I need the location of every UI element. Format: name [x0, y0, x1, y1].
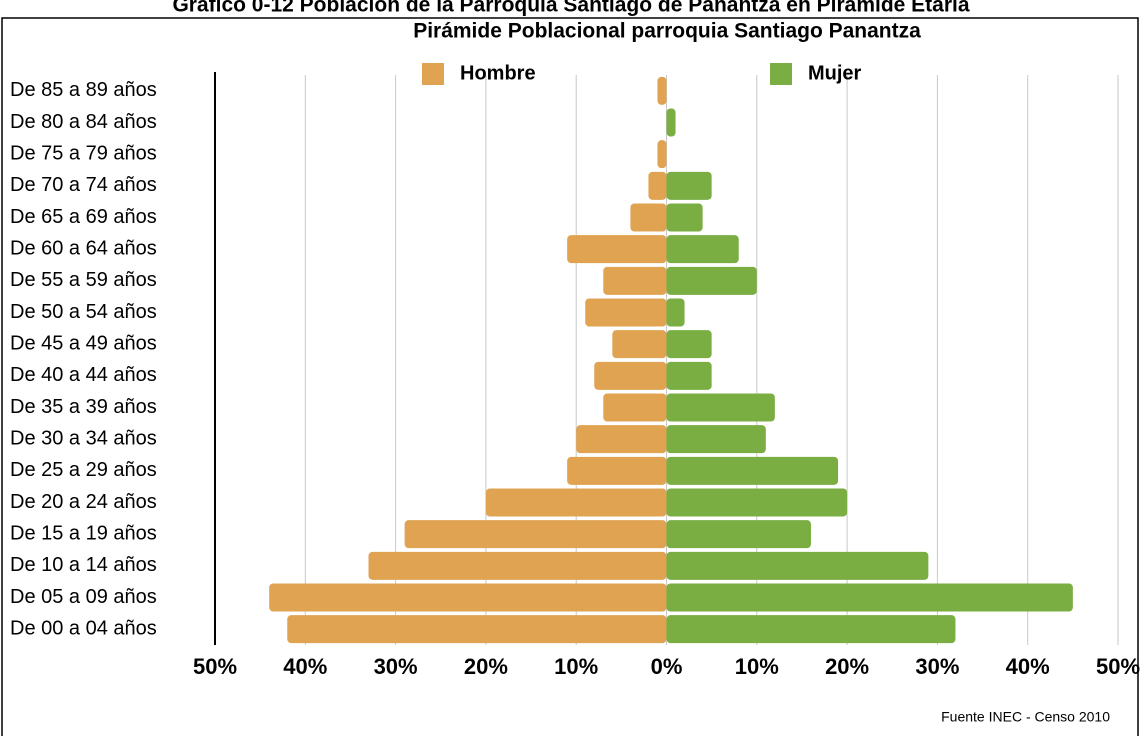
- bar: [603, 393, 667, 422]
- bar: [666, 266, 757, 295]
- y-tick-label: De 75 a 79 años: [10, 142, 157, 164]
- y-tick-label: De 55 a 59 años: [10, 269, 157, 291]
- x-tick-label: 20%: [825, 654, 869, 679]
- bar: [594, 361, 667, 390]
- y-tick-label: De 60 a 64 años: [10, 237, 157, 259]
- bar: [666, 425, 766, 454]
- x-tick-label: 30%: [915, 654, 959, 679]
- bar: [269, 583, 667, 612]
- bar: [368, 551, 667, 580]
- bar: [630, 203, 667, 232]
- bar: [657, 76, 667, 105]
- legend-label: Mujer: [808, 62, 862, 84]
- x-tick-label: 40%: [1006, 654, 1050, 679]
- y-tick-label: De 00 a 04 años: [10, 617, 157, 639]
- x-tick-label: 20%: [464, 654, 508, 679]
- bar: [666, 330, 712, 359]
- bar: [576, 425, 667, 454]
- bar: [612, 330, 667, 359]
- bar: [666, 488, 848, 517]
- bar: [666, 583, 1073, 612]
- bar: [666, 393, 775, 422]
- bar: [666, 298, 685, 327]
- bar: [666, 361, 712, 390]
- legend-swatch: [770, 63, 792, 85]
- y-tick-label: De 45 a 49 años: [10, 332, 157, 354]
- bar: [666, 520, 811, 549]
- legend-label: Hombre: [460, 62, 536, 84]
- heading: Gráfico 0-12 Población de la Parroquia S…: [172, 0, 969, 17]
- bar: [585, 298, 667, 327]
- bar: [485, 488, 667, 517]
- frame: [1, 17, 1139, 736]
- legend-swatch: [422, 63, 444, 85]
- x-tick-label: 0%: [651, 654, 683, 679]
- bar: [287, 615, 667, 644]
- y-tick-label: De 40 a 44 años: [10, 364, 157, 386]
- y-tick-label: De 65 a 69 años: [10, 206, 157, 228]
- bar: [666, 456, 839, 485]
- x-tick-label: 50%: [1096, 654, 1140, 679]
- x-tick-label: 10%: [554, 654, 598, 679]
- bar: [648, 171, 667, 200]
- y-tick-label: De 10 a 14 años: [10, 554, 157, 576]
- bar: [603, 266, 667, 295]
- y-tick-label: De 05 a 09 años: [10, 586, 157, 608]
- bar: [567, 235, 667, 264]
- y-tick-label: De 30 a 34 años: [10, 427, 157, 449]
- y-tick-label: De 25 a 29 años: [10, 459, 157, 481]
- bar: [666, 551, 929, 580]
- source: Fuente INEC - Censo 2010: [941, 709, 1110, 725]
- x-tick-label: 30%: [374, 654, 418, 679]
- y-tick-label: De 20 a 24 años: [10, 491, 157, 513]
- y-tick-label: De 70 a 74 años: [10, 174, 157, 196]
- y-tick-label: De 15 a 19 años: [10, 522, 157, 544]
- y-tick-label: De 85 a 89 años: [10, 79, 157, 101]
- bar: [567, 456, 667, 485]
- x-tick-label: 50%: [193, 654, 237, 679]
- bar: [666, 108, 676, 137]
- y-tick-label: De 50 a 54 años: [10, 301, 157, 323]
- chart-title: Pirámide Poblacional parroquia Santiago …: [413, 20, 921, 43]
- bar: [666, 615, 956, 644]
- bar: [404, 520, 667, 549]
- bar: [666, 235, 739, 264]
- y-tick-label: De 35 a 39 años: [10, 396, 157, 418]
- y-tick-label: De 80 a 84 años: [10, 111, 157, 133]
- bar: [657, 140, 667, 169]
- x-tick-label: 10%: [735, 654, 779, 679]
- bar: [666, 171, 712, 200]
- x-tick-label: 40%: [283, 654, 327, 679]
- bar: [666, 203, 703, 232]
